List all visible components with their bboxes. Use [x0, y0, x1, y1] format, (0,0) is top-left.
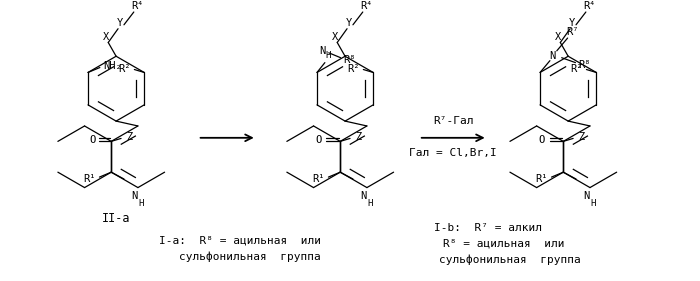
Text: II-a: II-a	[102, 212, 130, 225]
Text: I-b:  R⁷ = алкил: I-b: R⁷ = алкил	[433, 223, 542, 233]
Text: X: X	[555, 31, 561, 42]
Text: Y: Y	[346, 18, 352, 28]
Text: R²: R²	[570, 64, 583, 74]
Text: R¹: R¹	[83, 174, 96, 184]
Text: R⁴: R⁴	[360, 1, 373, 11]
Text: Y: Y	[117, 18, 123, 28]
Text: Z: Z	[355, 132, 361, 142]
Text: N: N	[360, 191, 366, 201]
Text: R¹: R¹	[312, 174, 325, 184]
Text: R⁸: R⁸	[578, 60, 591, 70]
Text: H: H	[325, 51, 330, 60]
Text: R⁷-Гал: R⁷-Гал	[433, 116, 473, 126]
Text: X: X	[332, 31, 338, 42]
Text: N: N	[583, 191, 589, 201]
Text: Z: Z	[126, 132, 132, 142]
Text: O: O	[538, 135, 545, 145]
Text: H: H	[590, 199, 596, 208]
Text: R⁸ = ацильная  или: R⁸ = ацильная или	[442, 239, 564, 249]
Text: N: N	[550, 51, 556, 61]
Text: N: N	[131, 191, 137, 201]
Text: R⁸: R⁸	[343, 55, 356, 65]
Text: X: X	[103, 31, 109, 42]
Text: N: N	[318, 46, 325, 56]
Text: O: O	[316, 135, 322, 145]
Text: R¹: R¹	[536, 174, 548, 184]
Text: R²: R²	[347, 64, 360, 74]
Text: NH₂: NH₂	[103, 61, 122, 71]
Text: сульфонильная  группа: сульфонильная группа	[440, 254, 581, 265]
Text: R²: R²	[118, 64, 131, 74]
Text: H: H	[138, 199, 144, 208]
Text: H: H	[368, 199, 372, 208]
Text: R⁴: R⁴	[584, 1, 596, 11]
Text: Гал = Cl,Br,I: Гал = Cl,Br,I	[410, 148, 497, 158]
Text: Y: Y	[569, 18, 575, 28]
Text: Z: Z	[578, 132, 584, 142]
Text: сульфонильная  группа: сульфонильная группа	[179, 251, 321, 262]
Text: R⁴: R⁴	[132, 1, 144, 11]
Text: R⁷: R⁷	[566, 27, 579, 37]
Text: O: O	[90, 135, 96, 145]
Text: I-a:  R⁸ = ацильная  или: I-a: R⁸ = ацильная или	[159, 236, 321, 246]
